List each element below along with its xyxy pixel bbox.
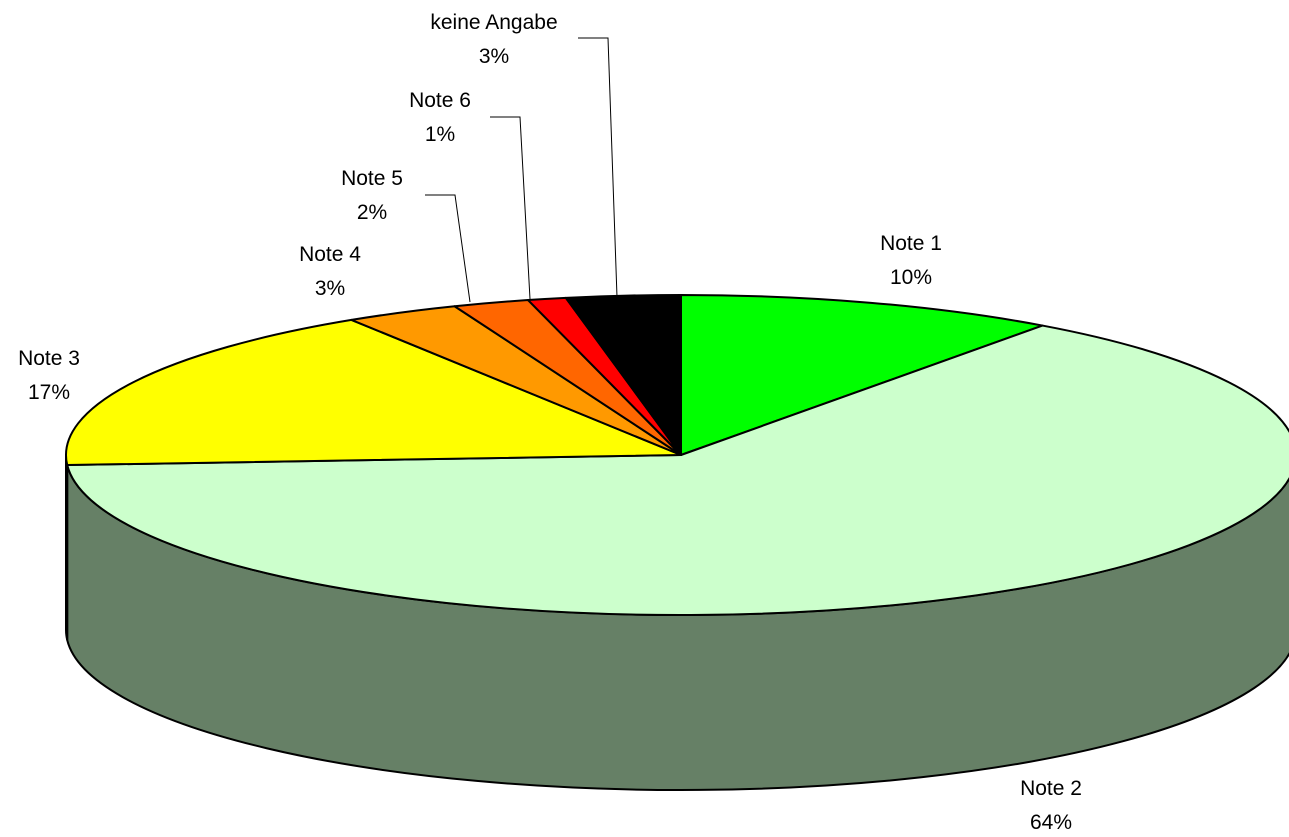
slice-percent-note-2: 64% — [1030, 811, 1072, 834]
leader-line-note-5 — [425, 195, 470, 302]
slice-percent-note-6: 1% — [425, 123, 455, 146]
leader-lines — [425, 38, 617, 302]
slice-percent-note-4: 3% — [315, 277, 345, 300]
slice-label-note-1: Note 1 — [880, 232, 942, 255]
slice-percent-note-5: 2% — [357, 201, 387, 224]
slice-percent-note-1: 10% — [890, 266, 932, 289]
slice-percent-keine-angabe: 3% — [479, 45, 509, 68]
slice-label-keine-angabe: keine Angabe — [430, 11, 557, 34]
slice-percent-note-3: 17% — [28, 381, 70, 404]
pie-slices — [66, 295, 1289, 615]
slice-label-note-5: Note 5 — [341, 167, 403, 190]
slice-label-note-3: Note 3 — [18, 347, 80, 370]
leader-line-keine-angabe — [578, 38, 617, 297]
leader-line-note-6 — [490, 117, 530, 299]
pie-side-note-3 — [66, 455, 67, 640]
slice-label-note-2: Note 2 — [1020, 777, 1082, 800]
slice-label-note-4: Note 4 — [299, 243, 361, 266]
slice-label-note-6: Note 6 — [409, 89, 471, 112]
